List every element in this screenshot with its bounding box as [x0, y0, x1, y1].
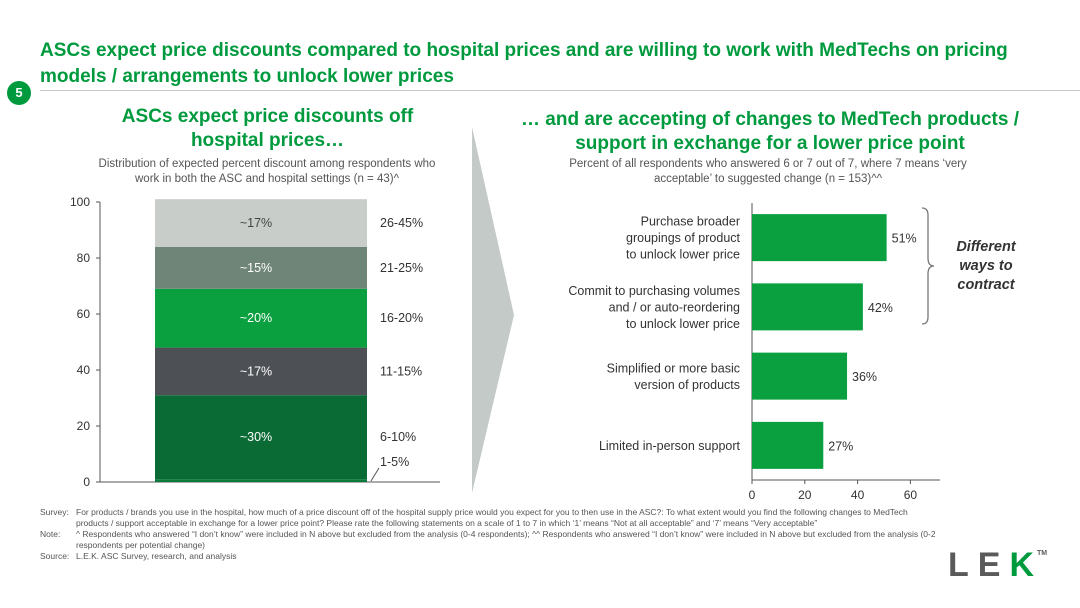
y-tick-label: 80 [77, 251, 91, 265]
segment-value-label: ~17% [240, 216, 272, 230]
bar [752, 421, 824, 469]
x-tick-label: 40 [851, 488, 865, 502]
segment-value-label: ~30% [240, 430, 272, 444]
category-label: groupings of product [626, 231, 740, 245]
bar [752, 214, 887, 262]
y-tick-label: 100 [70, 195, 90, 209]
footnote-label: Survey: [40, 507, 69, 517]
logo-k: K [1009, 546, 1044, 584]
x-tick-label: 20 [798, 488, 812, 502]
segment-value-label: ~17% [240, 364, 272, 378]
x-tick-label: 60 [904, 488, 918, 502]
category-label: to unlock lower price [626, 317, 740, 331]
transition-chevron [472, 127, 514, 493]
bar-segment [155, 246, 367, 289]
logo-tm: TM [1037, 550, 1048, 557]
lek-logo: LEKTM [948, 546, 1053, 585]
right-subhead: … and are accepting of changes to MedTec… [521, 109, 1019, 154]
y-tick-label: 0 [83, 475, 90, 489]
title-divider [40, 90, 1080, 91]
left-caption: Distribution of expected percent discoun… [98, 158, 436, 185]
footnote-text: L.E.K. ASC Survey, research, and analysi… [76, 551, 237, 561]
footnote-row: Source: L.E.K. ASC Survey, research, and … [40, 551, 940, 562]
bar-segment [155, 199, 367, 247]
segment-range-label: 21-25% [380, 261, 423, 275]
y-tick-label: 40 [77, 363, 91, 377]
category-label: Simplified or more basic [607, 361, 740, 375]
bar [752, 352, 848, 400]
segment-range-label: 11-15% [380, 364, 422, 378]
bar-segment [155, 395, 367, 480]
bar-segment [155, 479, 367, 482]
bar-value-label: 51% [892, 232, 917, 246]
callout-bracket [921, 207, 935, 325]
segment-value-label: ~20% [240, 311, 272, 325]
logo-l: L [948, 546, 978, 584]
logo-e: E [977, 546, 1010, 584]
y-tick-label: 20 [77, 419, 91, 433]
segment-range-label: 26-45% [380, 216, 423, 230]
footnote-label: Note: [40, 529, 61, 539]
bar-value-label: 42% [868, 301, 893, 315]
bar-value-label: 36% [852, 370, 877, 384]
page-number-badge: 5 [7, 81, 31, 105]
footnotes: Survey: For products / brands you use in … [40, 507, 940, 562]
category-label: version of products [634, 378, 740, 392]
left-subhead: ASCs expect price discounts off hospital… [121, 106, 414, 151]
acceptance-bar-chart: 02040608010051%Purchase broadergroupings… [568, 203, 940, 502]
footnote-label: Source: [40, 551, 70, 561]
category-label: Purchase broader [641, 215, 740, 229]
slide-title: ASCs expect price discounts compared to … [40, 40, 1008, 87]
bar-segment [155, 347, 367, 396]
bar-value-label: 27% [828, 439, 853, 453]
callout-text: Different ways to contract [956, 239, 1016, 293]
segment-range-label: 1-5% [380, 455, 409, 469]
footnote-text: ^ Respondents who answered “I don’t know… [76, 529, 936, 550]
range-leader-line [370, 467, 380, 482]
category-label: and / or auto-reordering [609, 300, 740, 314]
category-label: to unlock lower price [626, 248, 740, 262]
segment-range-label: 6-10% [380, 430, 416, 444]
y-tick-label: 60 [77, 307, 91, 321]
right-caption: Percent of all respondents who answered … [569, 158, 967, 185]
segment-range-label: 16-20% [380, 311, 423, 325]
stacked-discount-chart: 0 20 40 60 80 100 1-5% ~30% 6-10% ~17% 11-15% ~20% 1… [70, 195, 440, 489]
footnote-text: For products / brands you use in the hos… [76, 507, 908, 528]
x-tick-label: 0 [749, 488, 756, 502]
category-label: Limited in-person support [599, 439, 741, 453]
footnote-row: Survey: For products / brands you use in … [40, 507, 940, 529]
bar [752, 283, 863, 331]
category-label: Commit to purchasing volumes [568, 284, 740, 298]
bar-segment [155, 288, 367, 348]
segment-value-label: ~15% [240, 261, 272, 275]
footnote-row: Note: ^ Respondents who answered “I don’t… [40, 529, 940, 551]
